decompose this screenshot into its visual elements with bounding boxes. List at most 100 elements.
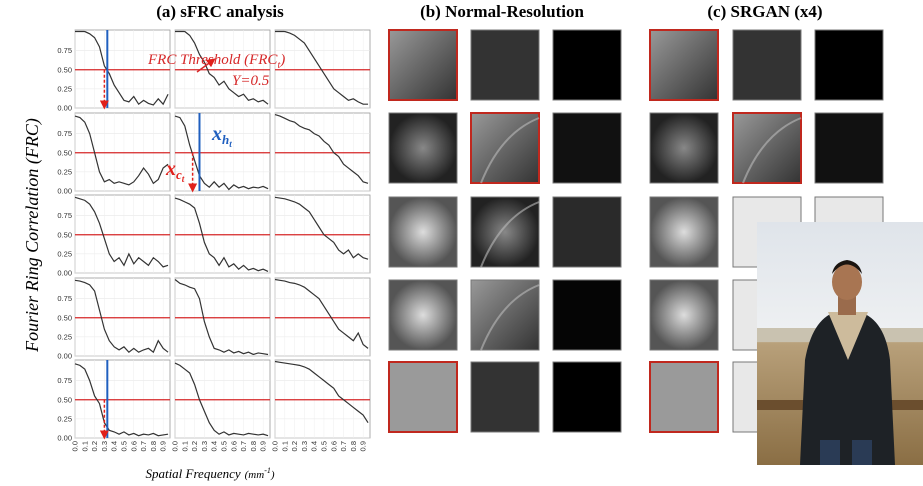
plot-frame (174, 277, 271, 357)
x-label-exp: -1 (264, 466, 271, 475)
x-h-label: xht (211, 123, 232, 149)
y-tick-label: 0.75 (57, 129, 72, 138)
x-tick-label: 0.0 (71, 441, 80, 451)
plot-frame (174, 359, 271, 439)
x-tick-label: 0.1 (80, 441, 89, 451)
chart-grid: 0.00 0.25 0.50 0.75 0.00 0.25 0.50 0.75 0.00 0.25… (57, 29, 371, 451)
x-tick-label: 0.8 (149, 441, 158, 451)
plot-frame (74, 112, 171, 192)
image-tile (388, 196, 458, 268)
plot-frame (274, 194, 371, 274)
image-tile (552, 29, 622, 101)
x-tick-label: 0.0 (171, 441, 180, 451)
x-tick-label: 0.2 (190, 441, 199, 451)
annotation-arrow (196, 58, 216, 73)
plot-frame (274, 359, 371, 439)
y-tick-label: 0.50 (57, 65, 72, 74)
y-tick-label: 0.75 (57, 211, 72, 220)
image-tile (470, 279, 540, 351)
frc-curve (74, 196, 169, 268)
x-tick-label: 0.6 (329, 441, 338, 451)
x-tick-label: 0.7 (339, 441, 348, 451)
image-tile (649, 112, 719, 184)
frc-curve (174, 279, 269, 356)
x-tick-label: 0.6 (229, 441, 238, 451)
x-tick-label: 0.4 (310, 441, 319, 451)
frc-curve (75, 30, 169, 106)
label-subsub: t (182, 174, 185, 184)
frc-curve (274, 360, 369, 424)
annotation-sub: t (277, 60, 280, 71)
y-tick-label: 0.25 (57, 249, 72, 258)
tissue-edge (480, 201, 540, 268)
frc-curve (174, 115, 269, 191)
frc-curve (175, 30, 269, 105)
image-tile (732, 112, 802, 184)
x-tick-label: 0.8 (249, 441, 258, 451)
image-tile (552, 361, 622, 433)
plot-frame (174, 29, 271, 109)
plot-frame (274, 277, 371, 357)
plot-frame (74, 29, 171, 109)
x-tick-label: 0.5 (319, 441, 328, 451)
plot-frame (74, 359, 171, 439)
image-tile (552, 196, 622, 268)
plot-frame (274, 112, 371, 192)
frc-curve (174, 362, 269, 437)
label-main: x (165, 158, 176, 180)
plot-frame (174, 112, 271, 192)
panel-title: (c) SRGAN (x4) (707, 2, 822, 21)
annotation-text: FRC Threshold (FRC (147, 52, 278, 68)
label-subsub: t (229, 139, 232, 149)
plot-frame (74, 194, 171, 274)
y-tick-label: 0.50 (57, 230, 72, 239)
tissue-edge (480, 117, 540, 184)
x-tick-label: 0.5 (119, 441, 128, 451)
x-tick-label: 0.8 (349, 441, 358, 451)
x-tick-label: 0.1 (180, 441, 189, 451)
y-tick-label: 0.50 (57, 313, 72, 322)
frc-curve (74, 363, 169, 437)
frc-curve (274, 113, 369, 184)
image-tile (649, 29, 719, 101)
y-axis-label: Fourier Ring Correlation (FRC) (22, 118, 43, 353)
image-tile (649, 279, 719, 351)
plot-frame (174, 194, 271, 274)
x-tick-label: 0.1 (280, 441, 289, 451)
plot-frame (274, 29, 371, 109)
x-tick-label: 0.5 (219, 441, 228, 451)
frc-curve (74, 115, 169, 186)
image-tile (388, 361, 458, 433)
image-tile (470, 112, 540, 184)
frc-curve (275, 30, 369, 105)
x-tick-label: 0.0 (271, 441, 280, 451)
x-tick-label: 0.3 (300, 441, 309, 451)
x-axis-label: Spatial Frequency (mm-1) (145, 465, 274, 482)
label-sub: c (176, 167, 182, 182)
x-tick-label: 0.9 (359, 441, 368, 451)
y-tick-label: 0.50 (57, 395, 72, 404)
image-tile (732, 29, 802, 101)
x-tick-label: 0.7 (239, 441, 248, 451)
y-tick-label: 0.25 (57, 167, 72, 176)
x-tick-label: 0.6 (129, 441, 138, 451)
image-tile (649, 196, 719, 268)
panel-title: (b) Normal-Resolution (420, 2, 584, 21)
image-tile (388, 112, 458, 184)
y-tick-label: 0.00 (57, 104, 72, 113)
x-tick-label: 0.2 (90, 441, 99, 451)
frc-curve (174, 197, 269, 273)
y-tick-label: 0.00 (57, 434, 72, 443)
x-label-main: Spatial Frequency (145, 466, 240, 481)
photo (757, 222, 923, 465)
x-tick-label: 0.9 (159, 441, 168, 451)
x-tick-label: 0.2 (290, 441, 299, 451)
x-c-label: xct (165, 158, 185, 184)
label-main: x (211, 123, 222, 145)
panel-title: (a) sFRC analysis (156, 2, 284, 21)
label-sub: h (222, 132, 229, 147)
x-label-unit: (mm (245, 469, 265, 481)
y-tick-label: 0.00 (57, 352, 72, 361)
image-tile (388, 29, 458, 101)
